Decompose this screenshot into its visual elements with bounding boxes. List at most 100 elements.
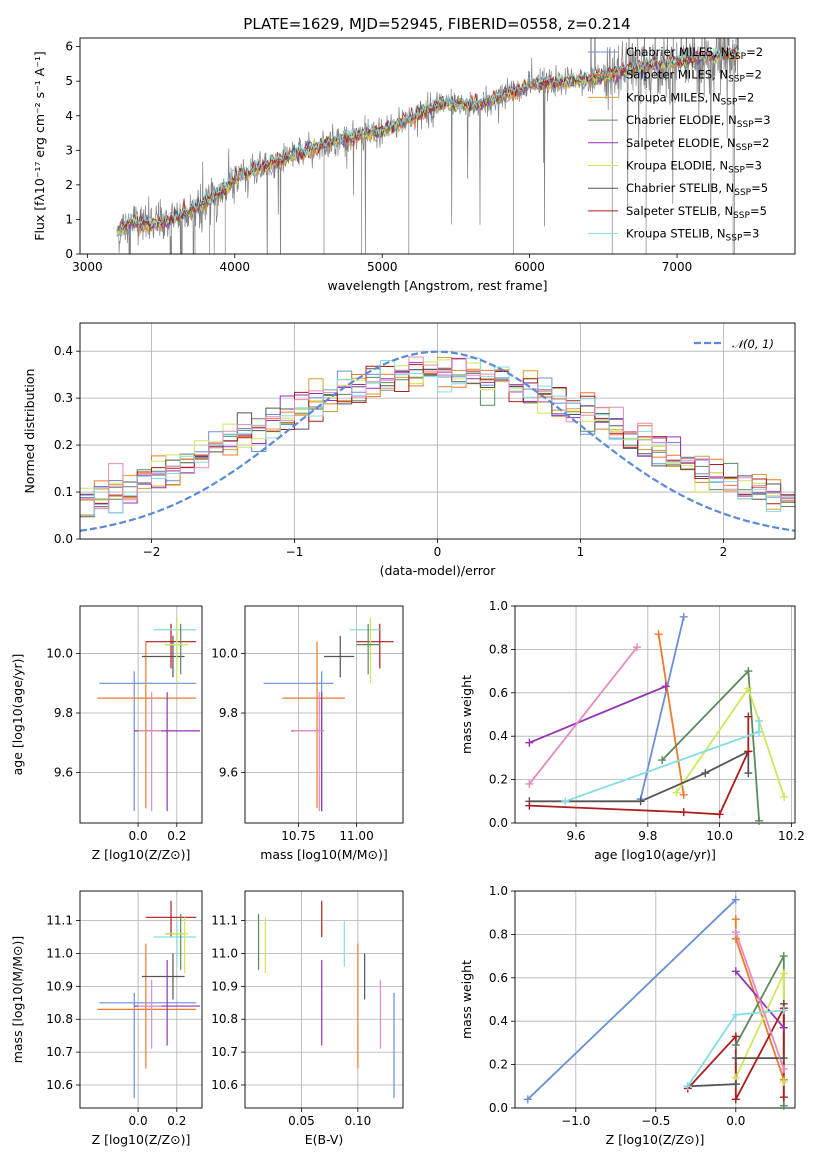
mass_vs_Z-ytick-label: 11.0: [46, 946, 73, 960]
legend-entry: Salpeter MILES, NSSP=2: [626, 68, 762, 85]
legend-name: Salpeter ELODIE, N: [626, 136, 736, 150]
legend-suffix: =5: [750, 204, 767, 218]
age_vs_mass-xtick-label: 11.00: [339, 829, 373, 843]
age_vs_Z-frame: [79, 605, 203, 824]
legend-suffix: =2: [753, 136, 770, 150]
mass_vs_ebv-ytick-label: 10.8: [211, 1012, 238, 1026]
weight_vs_age-xlabel: age [log10(age/yr)]: [594, 847, 716, 862]
weight_vs_Z-frame: [514, 890, 796, 1109]
residuals-xtick-label: −2: [143, 545, 161, 559]
weight_vs_Z-xtick-label: −0.5: [641, 1114, 670, 1128]
weight_vs_Z-point: [731, 967, 740, 976]
weight_vs_Z-point: [731, 1054, 740, 1063]
age_vs_mass-panel: 10.75 11.00 9.6 9.8 10.0 mass [log10(M/M⊙)]: [211, 605, 404, 862]
mass_vs_Z-xlabel: Z [log10(Z/Z⊙)]: [92, 1132, 191, 1147]
weight_vs_Z-ytick-label: 0.2: [489, 1058, 508, 1072]
weight_vs_age-xtick-label: 9.6: [566, 829, 585, 843]
weight_vs_age-ytick-label: 0.8: [489, 642, 508, 656]
legend-entry: Kroupa STELIB, NSSP=3: [626, 227, 759, 244]
legend-name: Salpeter STELIB, N: [626, 204, 733, 218]
weight_vs_age-xtick-label: 9.8: [638, 829, 657, 843]
residuals-ytick-label: 0.3: [54, 391, 73, 405]
weight_vs_age-point: [525, 738, 534, 747]
mass_vs_Z-xtick-label: 0.2: [167, 1114, 186, 1128]
legend-name: Salpeter MILES, N: [626, 68, 728, 82]
weight_vs_age-point: [661, 682, 670, 691]
residuals-xlabel: (data-model)/error: [380, 563, 497, 578]
weight_vs_age-point: [755, 727, 764, 736]
spectrum-ytick-label: 3: [65, 143, 73, 157]
weight_vs_age-xtick-label: 10.0: [706, 829, 733, 843]
residuals-content: [80, 350, 795, 532]
weight_vs_age-point: [672, 788, 681, 797]
age_vs_mass-ytick-label: 9.8: [219, 706, 238, 720]
weight_vs_Z-point: [779, 1101, 788, 1110]
legend-subscript: SSP: [733, 211, 750, 221]
mass_vs_Z-panel: 0.0 0.2 10.6 10.7 10.8 10.9 11.0 11.1 Z [log10(Z…: [10, 890, 203, 1147]
weight_vs_age-ytick-label: 0.4: [489, 729, 508, 743]
weight_vs_age-point: [679, 612, 688, 621]
legend-entry: Salpeter STELIB, NSSP=5: [626, 204, 767, 221]
residual-histogram: [80, 357, 795, 517]
residuals-xtick-label: 0: [434, 545, 442, 559]
age_vs_mass-content: [263, 617, 394, 812]
spectrum-xtick-label: 3000: [72, 260, 103, 274]
residuals-xtick-label: −1: [286, 545, 304, 559]
weight_vs_age-point: [744, 747, 753, 756]
age_vs_Z-ytick-label: 9.8: [54, 706, 73, 720]
legend-subscript: SSP: [728, 75, 745, 85]
weight_vs_age-xtick-label: 10.2: [778, 829, 805, 843]
weight_vs_age-point: [636, 797, 645, 806]
mass_vs_Z-frame: [79, 890, 203, 1109]
age_vs_Z-xtick-label: 0.2: [167, 829, 186, 843]
legend-entry: Chabrier MILES, NSSP=2: [626, 45, 763, 62]
spectrum-title: PLATE=1629, MJD=52945, FIBERID=0558, z=0…: [243, 15, 630, 33]
weight_vs_Z-ytick-label: 0.8: [489, 927, 508, 941]
mass_vs_ebv-xtick-label: 0.10: [344, 1114, 371, 1128]
spectrum-frame: [79, 37, 796, 255]
weight_vs_Z-series-line: [734, 973, 785, 1082]
legend-name: Chabrier ELODIE, N: [626, 113, 737, 127]
weight_vs_age-point: [679, 790, 688, 799]
weight_vs_age-point: [679, 808, 688, 817]
weight_vs_age-point: [744, 712, 753, 721]
mass_vs_ebv-frame: [244, 890, 404, 1109]
legend-entry: Chabrier ELODIE, NSSP=3: [626, 113, 771, 130]
mass_vs_ebv-content: [257, 900, 395, 1099]
age_vs_mass-ytick-label: 9.6: [219, 765, 238, 779]
mass_vs_Z-xtick-label: 0.0: [129, 1114, 148, 1128]
age_vs_Z-ylabel: age [log10(age/yr)]: [10, 654, 25, 776]
legend-name: Kroupa MILES, N: [626, 90, 721, 104]
weight_vs_Z-point: [683, 1082, 692, 1091]
weight_vs_age-series-line: [529, 685, 667, 744]
weight_vs_age-point: [525, 801, 534, 810]
spectrum-xtick-label: 7000: [662, 260, 693, 274]
age_vs_mass-xtick-label: 10.75: [281, 829, 315, 843]
legend-suffix: =3: [745, 159, 762, 173]
weight_vs_Z-point: [779, 952, 788, 961]
legend-subscript: SSP: [737, 120, 754, 130]
legend-entry: 𝒩(0, 1): [732, 337, 774, 351]
mass_vs_ebv-ytick-label: 11.0: [211, 946, 238, 960]
age_vs_Z-ytick-label: 9.6: [54, 765, 73, 779]
weight_vs_age-point: [744, 684, 753, 693]
weight_vs_age-series-line: [528, 646, 638, 785]
mass_vs_Z-ytick-label: 10.7: [46, 1045, 73, 1059]
legend-entry: Salpeter ELODIE, NSSP=2: [626, 136, 769, 153]
spectrum-ytick-label: 4: [65, 109, 73, 123]
mass_vs_Z-ytick-label: 10.6: [46, 1078, 73, 1092]
legend-subscript: SSP: [736, 143, 753, 153]
weight_vs_Z-ytick-label: 0.0: [489, 1101, 508, 1115]
weight_vs_Z-ytick-label: 1.0: [489, 884, 508, 898]
spectrum-ytick-label: 6: [65, 40, 73, 54]
mass_vs_ebv-ytick-label: 11.1: [211, 914, 238, 928]
legend-suffix: =5: [751, 181, 768, 195]
weight_vs_Z-point: [523, 1095, 532, 1104]
weight_vs_age-series-line: [639, 616, 685, 800]
weight_vs_Z-point: [731, 1080, 740, 1089]
legend-subscript: SSP: [728, 166, 745, 176]
age_vs_Z-ytick-label: 10.0: [46, 647, 73, 661]
mass_vs_ebv-panel: 0.05 0.10 10.6 10.7 10.8 10.9 11.0 11.1 E(B-V): [211, 890, 404, 1147]
weight_vs_Z-point: [779, 1064, 788, 1073]
